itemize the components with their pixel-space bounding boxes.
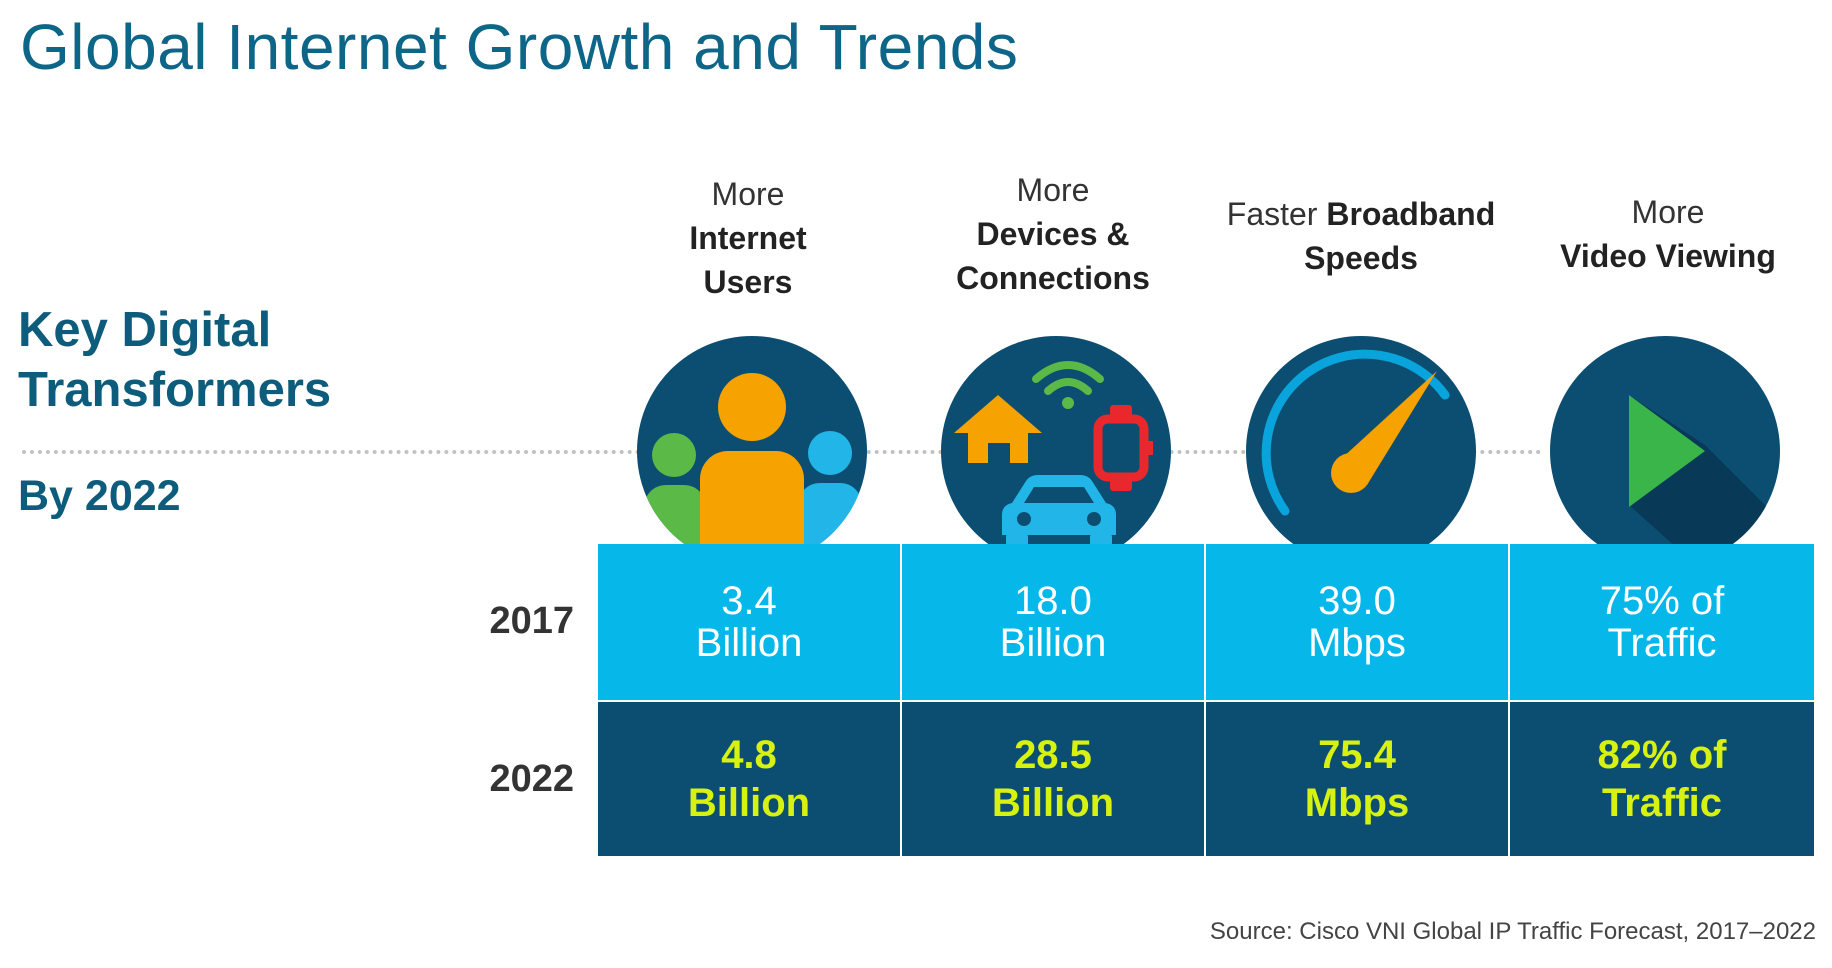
column-label-internet-users: More Internet Users (598, 172, 898, 304)
year-label-2022: 2022 (489, 758, 574, 800)
cell-unit: Billion (687, 781, 811, 825)
cell-value: 75% of (1599, 579, 1725, 623)
speedometer-icon (1246, 336, 1476, 566)
cell-value: 4.8 (721, 733, 777, 777)
column-label-line: Devices & (976, 216, 1130, 252)
column-label-line: Users (703, 264, 793, 300)
column-label-devices: More Devices & Connections (903, 168, 1203, 300)
cell-value: 18.0 (1014, 579, 1092, 623)
column-label-line: Faster Broadband (1201, 192, 1521, 236)
cell-2022-internet-users: 4.8 Billion (598, 702, 900, 856)
cell-value: 75.4 (1318, 733, 1396, 777)
cell-2022-devices: 28.5 Billion (902, 702, 1204, 856)
page-title: Global Internet Growth and Trends (20, 11, 1019, 83)
cell-unit: Traffic (1601, 781, 1723, 825)
cell-unit: Billion (991, 781, 1115, 825)
column-label-line: Connections (956, 260, 1150, 296)
year-label-2017: 2017 (489, 600, 574, 642)
cell-2017-broadband: 39.0 Mbps (1206, 544, 1508, 700)
column-label-line: More (1631, 194, 1705, 230)
cell-unit: Billion (695, 621, 803, 665)
column-label-bold: Broadband (1326, 196, 1496, 232)
side-subheading: By 2022 (18, 472, 181, 520)
source-note: Source: Cisco VNI Global IP Traffic Fore… (1209, 918, 1816, 945)
cell-unit: Traffic (1607, 621, 1717, 665)
column-label-video: More Video Viewing (1513, 190, 1823, 278)
column-label-line: More (711, 176, 785, 212)
side-heading-line1: Key Digital (18, 303, 272, 357)
cell-2017-internet-users: 3.4 Billion (598, 544, 900, 700)
cell-2022-broadband: 75.4 Mbps (1206, 702, 1508, 856)
side-heading: Key Digital Transformers (18, 300, 331, 420)
cell-2022-video: 82% of Traffic (1510, 702, 1814, 856)
cell-unit: Billion (999, 621, 1107, 665)
cell-value: 3.4 (721, 579, 777, 623)
cell-unit: Mbps (1304, 781, 1410, 825)
column-label-plain: Faster (1226, 196, 1318, 232)
cell-value: 82% of (1597, 733, 1727, 777)
column-label-line: Speeds (1304, 240, 1418, 276)
cell-value: 39.0 (1318, 579, 1396, 623)
devices-connections-icon (941, 336, 1171, 566)
column-label-line: Internet (689, 220, 807, 256)
column-label-line: More (1016, 172, 1090, 208)
play-video-icon (1550, 336, 1780, 566)
cell-2017-video: 75% of Traffic (1510, 544, 1814, 700)
cell-unit: Mbps (1308, 621, 1406, 665)
stats-table: 3.4 Billion 18.0 Billion 39.0 Mbps 75% o… (598, 544, 1814, 856)
cell-2017-devices: 18.0 Billion (902, 544, 1204, 700)
side-heading-line2: Transformers (18, 363, 332, 417)
cell-value: 28.5 (1014, 733, 1092, 777)
internet-users-icon (637, 336, 867, 566)
column-label-broadband: Faster Broadband Speeds (1201, 192, 1521, 280)
column-label-line: Video Viewing (1560, 238, 1776, 274)
